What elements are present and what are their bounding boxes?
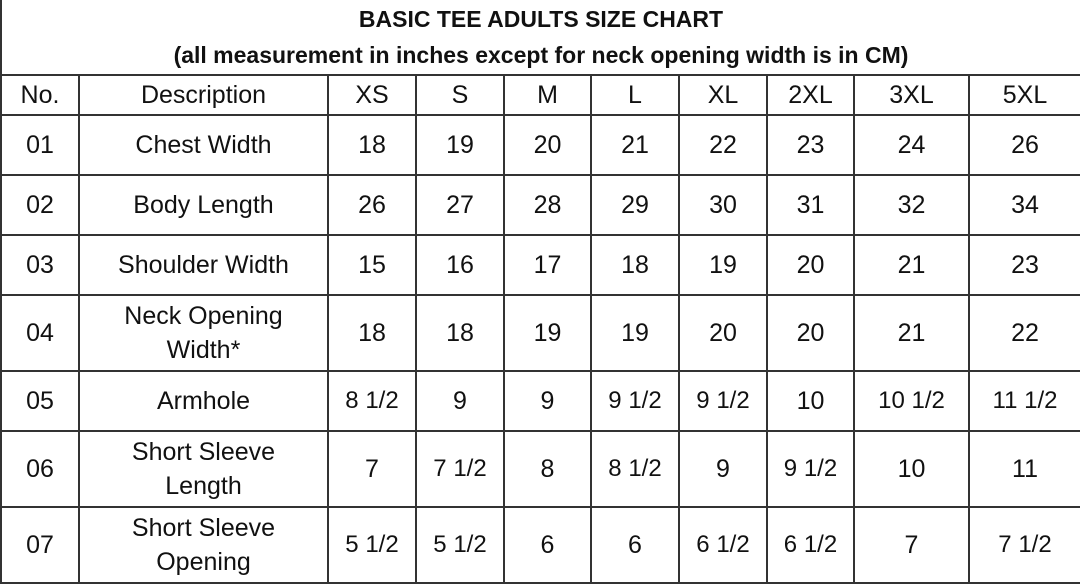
size-value: 19 xyxy=(678,234,768,296)
size-value: 21 xyxy=(853,294,970,372)
size-value: 11 xyxy=(968,430,1080,508)
size-value: 21 xyxy=(853,234,970,296)
size-value: 7 1/2 xyxy=(415,430,505,508)
column-header: 5XL xyxy=(968,74,1080,116)
size-value: 22 xyxy=(968,294,1080,372)
size-value: 9 1/2 xyxy=(678,370,768,432)
row-description: Chest Width xyxy=(78,114,329,176)
size-value: 21 xyxy=(590,114,680,176)
size-value: 30 xyxy=(678,174,768,236)
table-row: 04 Neck Opening Width* 18 18 19 19 20 20 21 22 xyxy=(0,294,1080,372)
size-value: 8 1/2 xyxy=(590,430,680,508)
size-value: 32 xyxy=(853,174,970,236)
size-value: 8 xyxy=(503,430,592,508)
size-value: 26 xyxy=(327,174,417,236)
column-header: No. xyxy=(0,74,80,116)
size-value: 6 1/2 xyxy=(766,506,855,584)
size-value: 15 xyxy=(327,234,417,296)
size-value: 26 xyxy=(968,114,1080,176)
row-number: 05 xyxy=(0,370,80,432)
size-value: 18 xyxy=(327,114,417,176)
column-header: Description xyxy=(78,74,329,116)
size-value: 20 xyxy=(503,114,592,176)
size-value: 8 1/2 xyxy=(327,370,417,432)
column-header: 2XL xyxy=(766,74,855,116)
column-header: L xyxy=(590,74,680,116)
size-value: 9 xyxy=(415,370,505,432)
subtitle-text: (all measurement in inches except for ne… xyxy=(173,42,909,68)
row-number: 06 xyxy=(0,430,80,508)
size-value: 18 xyxy=(327,294,417,372)
row-number: 04 xyxy=(0,294,80,372)
row-description: Armhole xyxy=(78,370,329,432)
size-value: 9 xyxy=(678,430,768,508)
size-value: 17 xyxy=(503,234,592,296)
size-value: 23 xyxy=(968,234,1080,296)
column-header: XS xyxy=(327,74,417,116)
size-value: 6 xyxy=(503,506,592,584)
chart-title: BASIC TEE ADULTS SIZE CHART (all measure… xyxy=(0,0,1080,76)
size-value: 6 1/2 xyxy=(678,506,768,584)
row-number: 07 xyxy=(0,506,80,584)
column-header: 3XL xyxy=(853,74,970,116)
size-value: 5 1/2 xyxy=(327,506,417,584)
size-value: 19 xyxy=(590,294,680,372)
row-description: Body Length xyxy=(78,174,329,236)
size-value: 7 xyxy=(853,506,970,584)
size-value: 9 xyxy=(503,370,592,432)
row-number: 02 xyxy=(0,174,80,236)
table-row: 05 Armhole 8 1/2 9 9 9 1/2 9 1/2 10 10 1/2 11 1/2 xyxy=(0,370,1080,432)
size-value: 27 xyxy=(415,174,505,236)
size-value: 24 xyxy=(853,114,970,176)
size-value: 9 1/2 xyxy=(590,370,680,432)
size-value: 6 xyxy=(590,506,680,584)
row-description: Short Sleeve Length xyxy=(78,430,329,508)
row-description: Short Sleeve Opening xyxy=(78,506,329,584)
title-text: BASIC TEE ADULTS SIZE CHART xyxy=(358,6,724,32)
size-value: 19 xyxy=(415,114,505,176)
size-value: 10 xyxy=(766,370,855,432)
table-row: 03 Shoulder Width 15 16 17 18 19 20 21 23 xyxy=(0,234,1080,296)
size-value: 11 1/2 xyxy=(968,370,1080,432)
row-number: 03 xyxy=(0,234,80,296)
size-value: 19 xyxy=(503,294,592,372)
size-value: 29 xyxy=(590,174,680,236)
table-row: 01 Chest Width 18 19 20 21 22 23 24 26 xyxy=(0,114,1080,176)
size-value: 7 1/2 xyxy=(968,506,1080,584)
size-value: 20 xyxy=(678,294,768,372)
column-header: XL xyxy=(678,74,768,116)
size-value: 22 xyxy=(678,114,768,176)
size-value: 34 xyxy=(968,174,1080,236)
table-row: 06 Short Sleeve Length 7 7 1/2 8 8 1/2 9 9 1/2 1… xyxy=(0,430,1080,508)
table-row: 07 Short Sleeve Opening 5 1/2 5 1/2 6 6 6 1/2 6… xyxy=(0,506,1080,584)
row-number: 01 xyxy=(0,114,80,176)
size-value: 31 xyxy=(766,174,855,236)
size-value: 10 xyxy=(853,430,970,508)
size-value: 20 xyxy=(766,234,855,296)
column-header: M xyxy=(503,74,592,116)
header-row: No. Description XS S M L XL 2XL 3XL 5XL xyxy=(0,74,1080,116)
row-description: Neck Opening Width* xyxy=(78,294,329,372)
size-value: 5 1/2 xyxy=(415,506,505,584)
size-value: 28 xyxy=(503,174,592,236)
size-value: 9 1/2 xyxy=(766,430,855,508)
size-value: 23 xyxy=(766,114,855,176)
row-description: Shoulder Width xyxy=(78,234,329,296)
size-value: 20 xyxy=(766,294,855,372)
size-value: 16 xyxy=(415,234,505,296)
size-value: 18 xyxy=(590,234,680,296)
column-header: S xyxy=(415,74,505,116)
size-value: 18 xyxy=(415,294,505,372)
table-row: 02 Body Length 26 27 28 29 30 31 32 34 xyxy=(0,174,1080,236)
size-value: 10 1/2 xyxy=(853,370,970,432)
size-value: 7 xyxy=(327,430,417,508)
